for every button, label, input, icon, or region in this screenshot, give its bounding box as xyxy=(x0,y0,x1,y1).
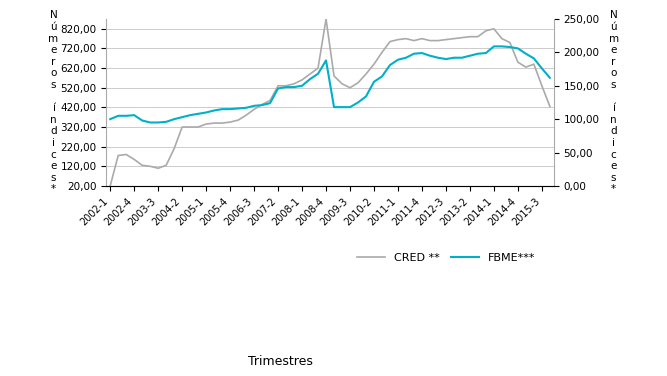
CRED ** xyxy=(106,183,114,188)
Line: CRED **: CRED ** xyxy=(110,19,550,186)
FBME*** xyxy=(402,56,410,60)
CRED ** xyxy=(266,98,274,103)
FBME*** xyxy=(146,120,154,125)
Line: FBME***: FBME*** xyxy=(110,46,550,123)
CRED ** xyxy=(450,36,458,41)
Y-axis label: N
ú
m
e
r
o
s

í
n
d
i
c
e
s
*: N ú m e r o s í n d i c e s * xyxy=(608,11,619,194)
CRED ** xyxy=(386,39,394,44)
Text: Trimestres: Trimestres xyxy=(247,355,313,368)
FBME*** xyxy=(490,44,498,49)
Y-axis label: N
ú
m
e
r
o
s

í
n
d
i
c
e
s
*: N ú m e r o s í n d i c e s * xyxy=(48,11,59,194)
Legend: CRED **, FBME***: CRED **, FBME*** xyxy=(353,248,540,267)
FBME*** xyxy=(106,117,114,121)
FBME*** xyxy=(274,86,282,91)
CRED ** xyxy=(362,72,370,76)
FBME*** xyxy=(362,94,370,99)
CRED ** xyxy=(114,153,122,158)
FBME*** xyxy=(546,76,554,80)
FBME*** xyxy=(450,56,458,60)
CRED ** xyxy=(322,17,330,21)
CRED ** xyxy=(402,36,410,41)
FBME*** xyxy=(386,63,394,67)
CRED ** xyxy=(546,104,554,109)
FBME*** xyxy=(114,114,122,118)
